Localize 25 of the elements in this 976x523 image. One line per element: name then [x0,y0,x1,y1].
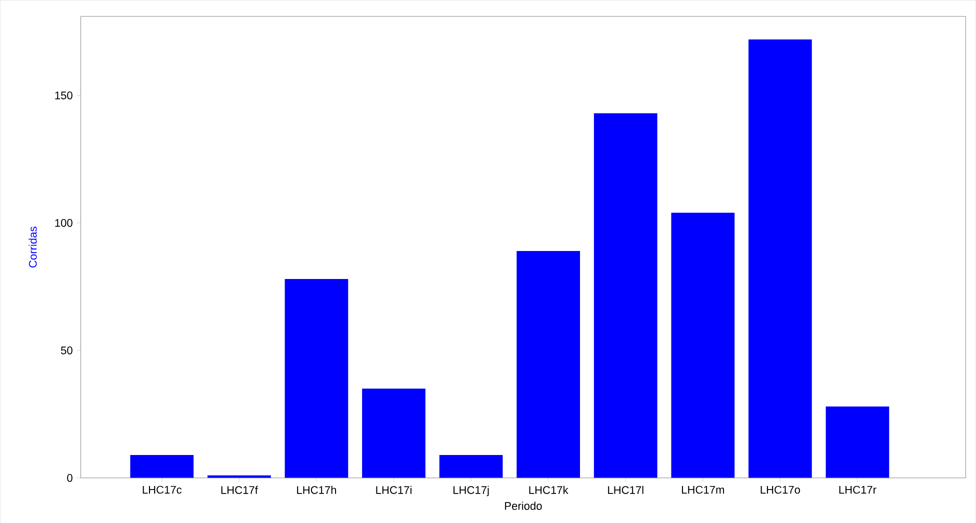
bar [671,212,735,478]
x-tick-label: LHC17l [608,486,644,494]
x-tick-label: LHC17c [142,486,182,494]
bar [594,113,658,478]
bar [439,454,503,478]
x-tick-label: LHC17i [376,486,412,494]
y-axis-title: Corridas [28,226,37,268]
y-tick-label: 50 [60,346,72,354]
bar [516,250,580,478]
bar [826,406,890,478]
x-tick-label: LHC17m [682,486,724,494]
x-tick-label: LHC17r [839,486,876,494]
bar [130,454,194,478]
x-tick-label: LHC17f [221,486,258,494]
x-axis-title: Periodo [505,501,542,510]
bar [362,388,426,478]
y-tick-label: 0 [67,474,72,482]
bar [284,278,348,478]
x-tick-label: LHC17h [297,486,336,494]
x-tick-label: LHC17k [529,486,568,494]
y-tick-label: 100 [55,218,72,227]
x-tick-label: LHC17o [760,486,800,494]
bar [748,39,812,478]
x-tick-label: LHC17j [454,486,489,496]
y-tick-label: 150 [55,91,72,100]
